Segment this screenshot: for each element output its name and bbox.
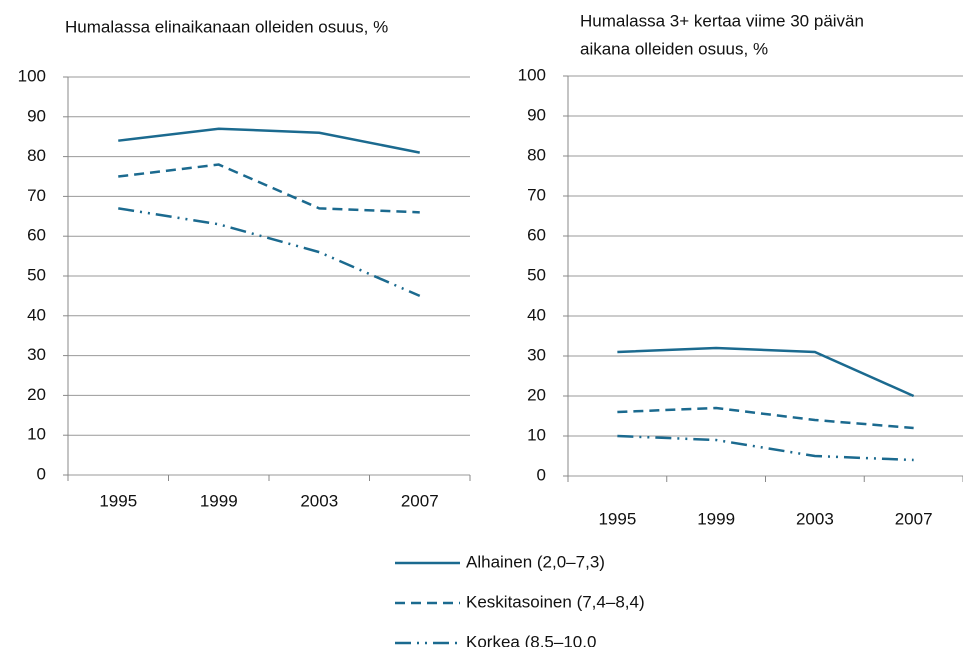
y-tick-label: 30: [527, 345, 546, 364]
y-tick-label: 50: [527, 265, 546, 284]
y-tick-label: 60: [27, 226, 46, 245]
chart-title: aikana olleiden osuus, %: [580, 39, 768, 58]
y-tick-label: 40: [527, 305, 546, 324]
x-tick-label: 2003: [300, 491, 338, 510]
y-tick-label: 90: [527, 105, 546, 124]
y-tick-label: 70: [527, 185, 546, 204]
y-tick-label: 70: [27, 186, 46, 205]
x-tick-label: 1999: [200, 491, 238, 510]
series-line: [617, 346, 915, 398]
chart-title: Humalassa 3+ kertaa viime 30 päivän: [580, 11, 864, 30]
x-tick-label: 2003: [796, 509, 834, 528]
legend-label: Keskitasoinen (7,4–8,4): [466, 592, 645, 611]
chart-title: Humalassa elinaikanaan olleiden osuus, %: [65, 17, 388, 36]
legend-label: Alhainen (2,0–7,3): [466, 552, 605, 571]
series-line: [118, 163, 420, 214]
y-tick-label: 0: [537, 465, 546, 484]
legend-label: Korkea (8,5–10,0: [466, 632, 596, 647]
y-tick-label: 30: [27, 345, 46, 364]
y-tick-label: 80: [27, 146, 46, 165]
y-tick-label: 40: [27, 305, 46, 324]
x-tick-label: 1999: [697, 509, 735, 528]
x-tick-label: 2007: [401, 491, 439, 510]
x-tick-label: 1995: [598, 509, 636, 528]
y-tick-label: 20: [527, 385, 546, 404]
series-line: [118, 127, 420, 154]
y-tick-label: 10: [527, 425, 546, 444]
y-tick-label: 80: [527, 145, 546, 164]
y-tick-label: 0: [37, 464, 46, 483]
series-line: [118, 207, 421, 298]
y-tick-label: 10: [27, 425, 46, 444]
x-tick-label: 1995: [99, 491, 137, 510]
series-line: [617, 434, 914, 462]
y-tick-label: 90: [27, 106, 46, 125]
y-tick-label: 20: [27, 385, 46, 404]
x-tick-label: 2007: [895, 509, 933, 528]
y-tick-label: 100: [18, 66, 46, 85]
series-line: [617, 406, 914, 430]
y-tick-label: 100: [518, 65, 546, 84]
y-tick-label: 60: [527, 225, 546, 244]
y-tick-label: 50: [27, 265, 46, 284]
